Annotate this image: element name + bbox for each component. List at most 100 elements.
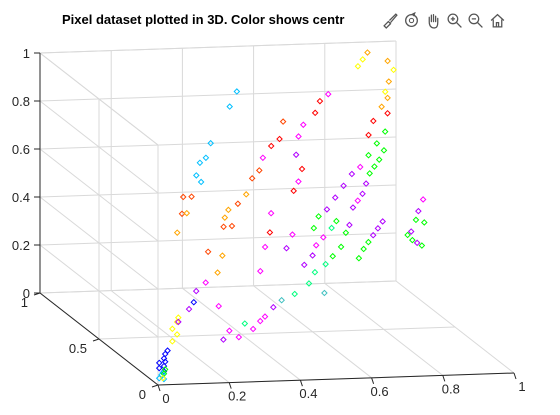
- data-point: [242, 191, 250, 198]
- grid-line: [39, 100, 159, 194]
- data-point: [348, 170, 356, 178]
- data-point: [364, 49, 371, 56]
- data-point: [207, 139, 214, 147]
- data-point: [404, 231, 411, 239]
- data-point: [385, 78, 393, 85]
- brush-button[interactable]: [381, 10, 400, 30]
- data-point: [259, 154, 267, 162]
- rotate-3d-button[interactable]: [402, 10, 421, 30]
- data-point: [381, 128, 389, 135]
- data-point: [204, 248, 212, 256]
- data-point: [169, 325, 176, 333]
- axis-layer: [33, 52, 517, 392]
- data-point: [409, 236, 416, 244]
- z-tick-label: 0.4: [12, 190, 30, 205]
- y-tick-label: 0.5: [69, 341, 87, 356]
- z-tick-label: 0.6: [12, 142, 30, 157]
- data-point: [202, 279, 210, 286]
- data-point: [378, 103, 385, 111]
- data-point: [295, 133, 302, 140]
- data-point: [192, 287, 200, 295]
- home-button[interactable]: [488, 10, 507, 30]
- data-point: [173, 331, 181, 338]
- data-point: [188, 193, 195, 200]
- data-point: [249, 325, 257, 333]
- data-point: [412, 216, 420, 224]
- box-edge: [39, 52, 159, 146]
- data-point: [256, 317, 264, 325]
- data-point: [228, 222, 236, 230]
- data-point: [169, 338, 176, 345]
- data-point: [175, 318, 182, 326]
- data-point: [369, 231, 377, 239]
- data-point: [278, 296, 285, 304]
- data-point: [299, 121, 307, 129]
- x-tick-mark: [228, 382, 232, 389]
- pan-button[interactable]: [424, 10, 443, 30]
- data-point: [311, 268, 319, 276]
- home-icon: [490, 13, 505, 28]
- data-point: [261, 313, 269, 320]
- data-point: [202, 154, 210, 162]
- data-point: [323, 206, 331, 213]
- data-point: [266, 229, 274, 236]
- zoom-in-button[interactable]: [445, 10, 464, 30]
- z-tick-label: 1: [23, 46, 30, 61]
- x-tick-mark: [371, 377, 375, 384]
- data-point: [384, 57, 391, 65]
- data-point: [283, 244, 290, 252]
- data-point: [196, 159, 204, 167]
- data-point: [371, 163, 378, 170]
- data-point: [233, 88, 241, 95]
- x-tick-mark: [513, 372, 517, 380]
- data-point: [419, 196, 427, 203]
- x-tick-mark: [299, 380, 303, 387]
- data-point: [309, 252, 316, 259]
- data-point: [342, 229, 350, 237]
- z-tick-label: 0.2: [12, 238, 30, 253]
- data-point: [337, 243, 345, 251]
- data-point: [413, 239, 421, 247]
- data-point: [220, 223, 227, 231]
- data-point: [161, 358, 169, 366]
- data-point: [257, 267, 264, 275]
- x-tick-label: 0.6: [371, 384, 389, 399]
- pan-hand-icon: [428, 13, 439, 29]
- grid-layer: [39, 40, 515, 386]
- data-point: [234, 200, 242, 208]
- data-point: [349, 204, 357, 211]
- data-point: [197, 178, 205, 186]
- x-tick-label: 0.8: [442, 381, 460, 396]
- data-point: [366, 170, 373, 177]
- z-tick-label: 0.8: [12, 94, 30, 109]
- data-point: [346, 221, 353, 229]
- zoom-out-button[interactable]: [466, 10, 485, 30]
- data-point: [226, 103, 234, 110]
- data-point: [328, 224, 335, 232]
- x-tick-label: 0.2: [228, 389, 246, 404]
- data-point: [295, 178, 302, 185]
- data-point: [267, 142, 275, 150]
- data-point: [298, 165, 306, 173]
- data-point: [379, 218, 386, 225]
- data-point: [292, 151, 300, 159]
- x-tick-label: 0: [162, 391, 169, 406]
- data-point: [193, 172, 200, 179]
- x-tick-label: 1: [518, 379, 525, 394]
- data-point: [384, 109, 391, 117]
- data-point: [221, 214, 229, 221]
- data-point: [310, 224, 318, 232]
- data-point: [331, 194, 339, 201]
- data-point: [418, 242, 426, 249]
- y-tick-label: 1: [21, 295, 28, 310]
- chart-title: Pixel dataset plotted in 3D. Color shows…: [62, 12, 345, 27]
- data-point: [316, 97, 324, 105]
- data-point: [267, 209, 275, 217]
- data-point: [333, 217, 340, 225]
- data-point: [248, 175, 256, 182]
- data-point: [185, 305, 193, 313]
- data-point: [279, 118, 287, 125]
- data-point: [173, 229, 181, 236]
